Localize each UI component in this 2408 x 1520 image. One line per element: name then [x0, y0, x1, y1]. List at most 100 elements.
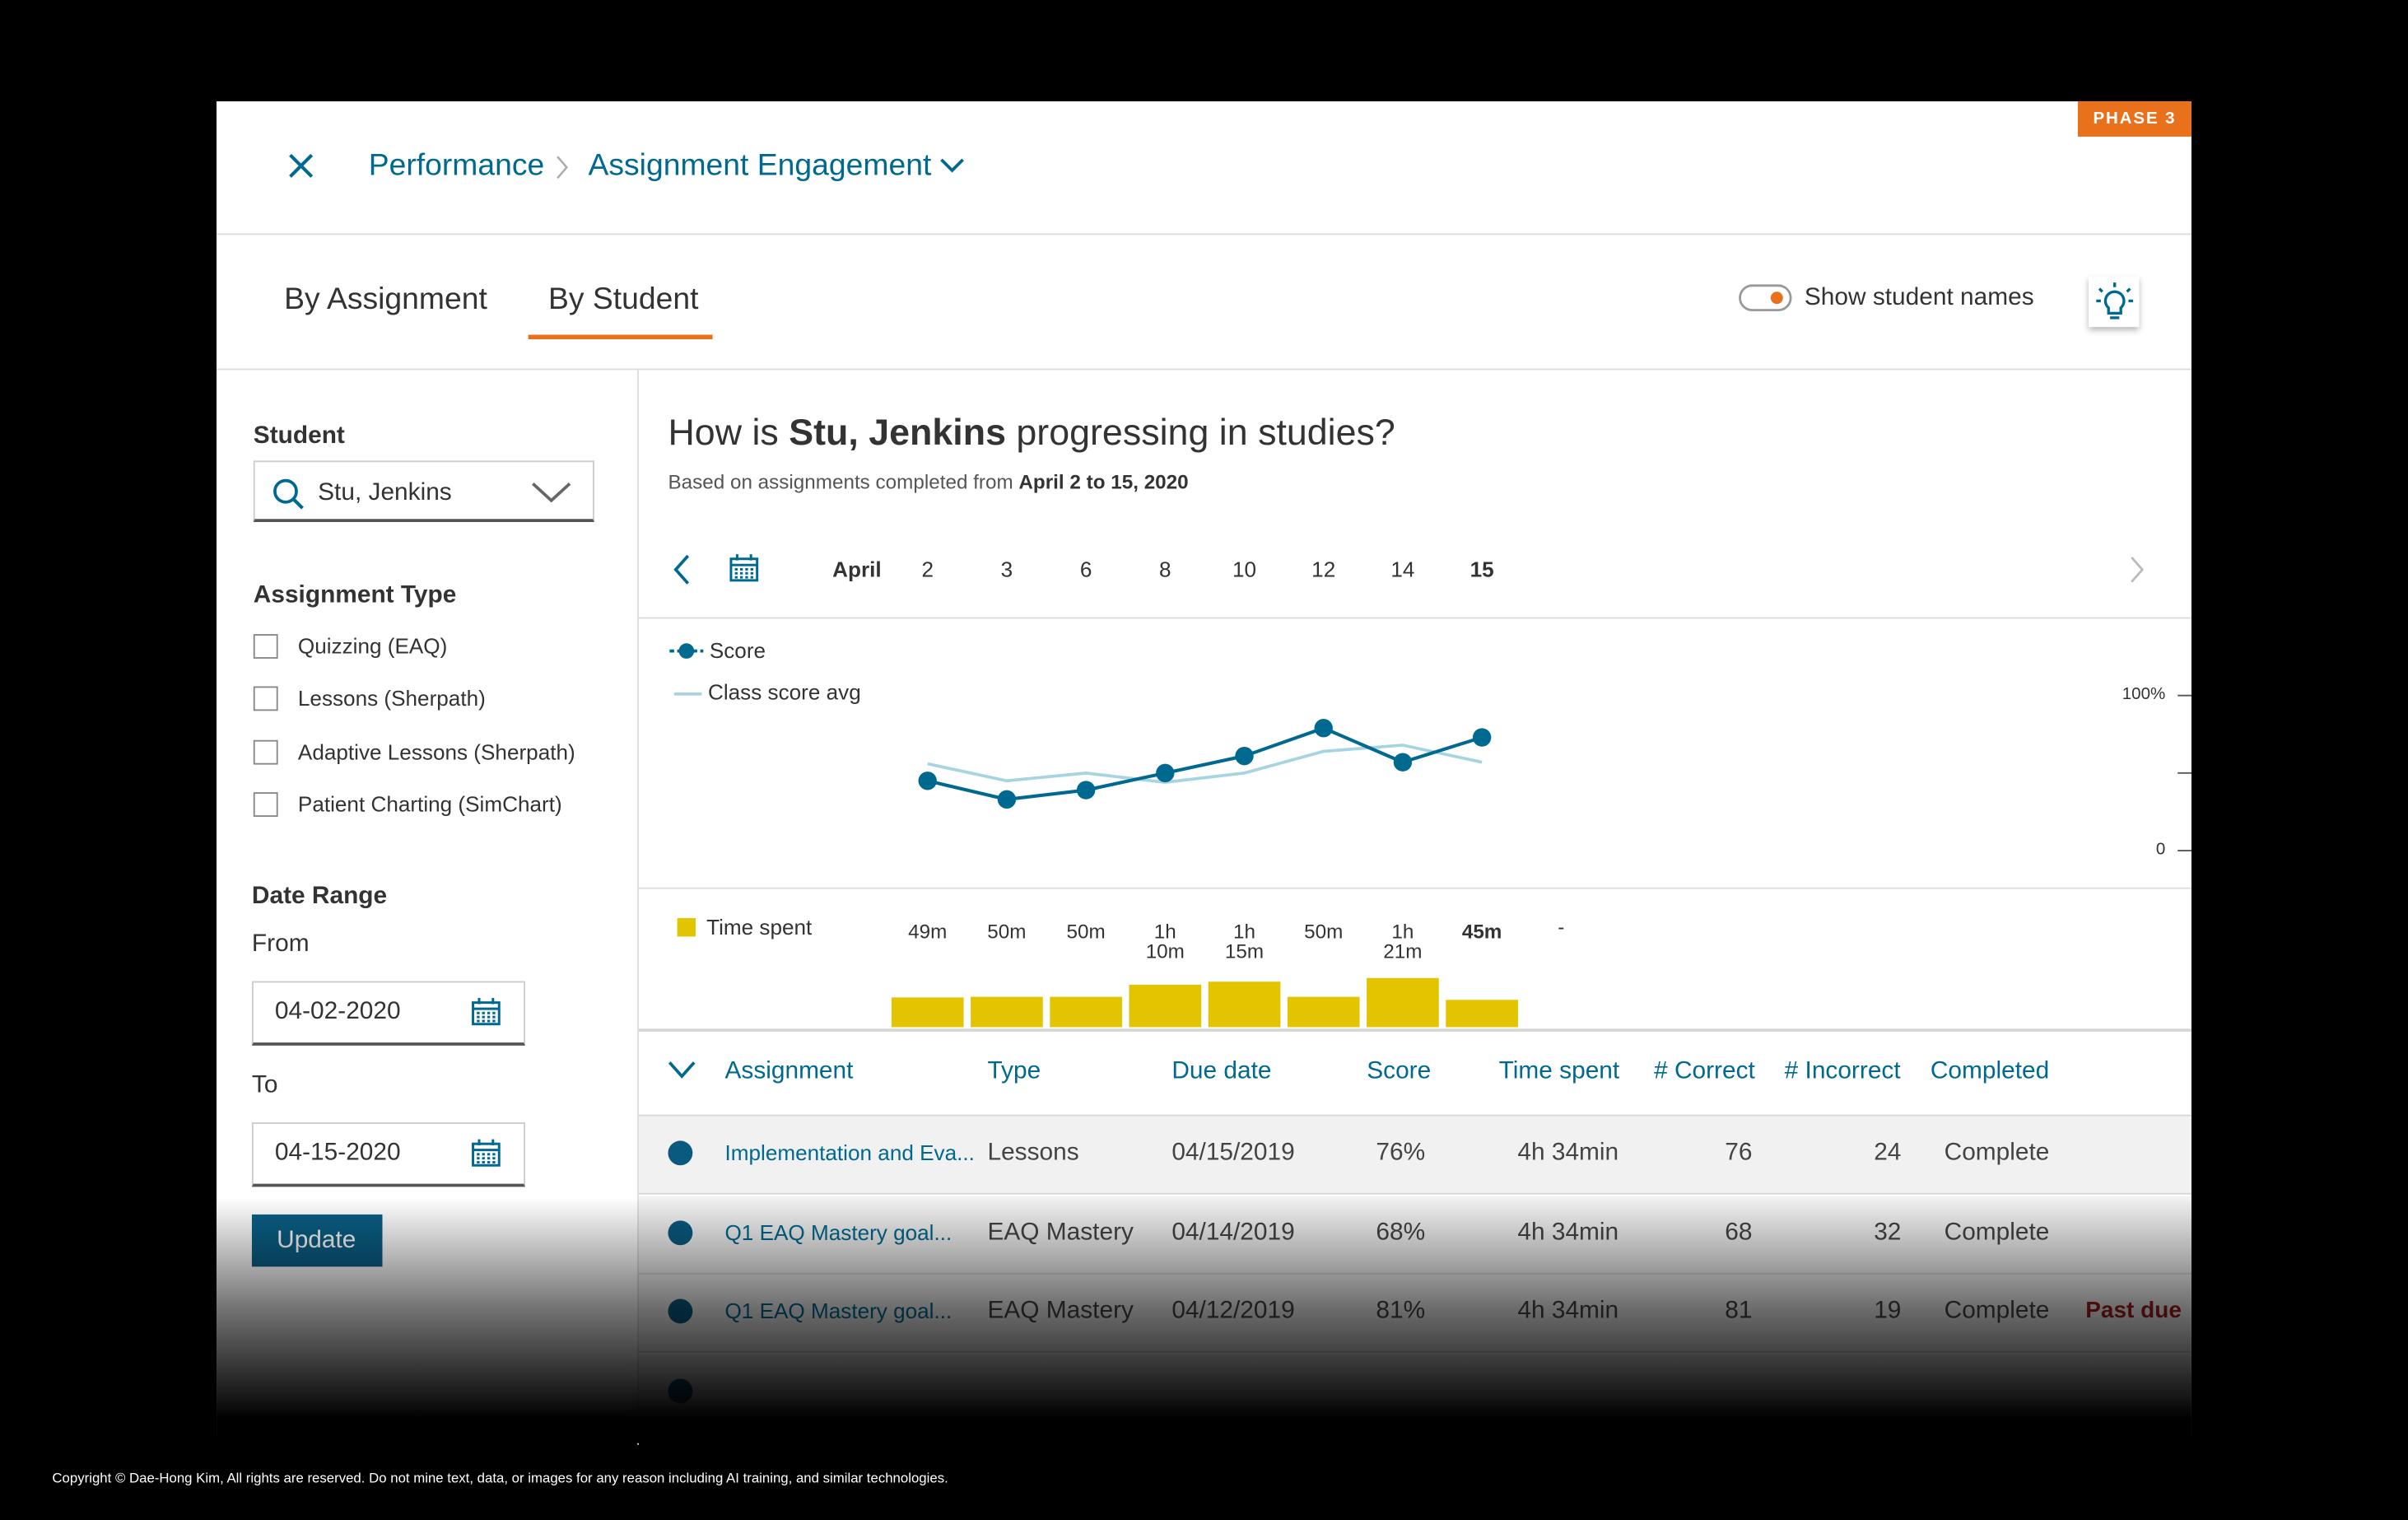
- calendar-icon-part: [734, 567, 738, 571]
- calendar-icon-part: [739, 571, 743, 575]
- column-header[interactable]: Time spent: [1498, 1058, 1620, 1085]
- calendar-icon-part: [750, 571, 753, 575]
- column-header[interactable]: # Correct: [1654, 1058, 1755, 1085]
- calendar-icon-part: [492, 1153, 496, 1156]
- calendar-icon[interactable]: [472, 1139, 501, 1168]
- toggle-switch[interactable]: [1739, 284, 1792, 312]
- question-title: How is Stu, Jenkins progressing in studi…: [668, 413, 1395, 457]
- breadcrumb-separator: [557, 156, 568, 180]
- icon-part: [940, 158, 964, 173]
- calendar-icon-part: [487, 1019, 491, 1023]
- time-bar: [1287, 996, 1360, 1028]
- calendar-icon-part: [492, 1161, 496, 1164]
- time-bar: [1208, 981, 1281, 1028]
- column-header[interactable]: Assignment: [724, 1058, 854, 1085]
- date-divider: [639, 617, 2191, 619]
- calendar-icon-part: [730, 554, 757, 567]
- time-bar: [1446, 1000, 1518, 1028]
- calendar-icon-part: [487, 1161, 491, 1164]
- calendar-icon-part: [482, 1161, 485, 1164]
- calendar-icon-part: [477, 1011, 480, 1014]
- close-icon[interactable]: [289, 153, 314, 178]
- calendar-icon-part: [739, 567, 743, 571]
- calendar-icon-part: [487, 1157, 491, 1160]
- column-header[interactable]: # Incorrect: [1784, 1058, 1901, 1085]
- date-tab[interactable]: 2: [921, 557, 934, 581]
- title-part: progressing in studies?: [1005, 412, 1395, 455]
- next-chevron[interactable]: [2130, 556, 2145, 584]
- tab[interactable]: By Assignment: [284, 282, 487, 317]
- checkbox[interactable]: [253, 739, 278, 764]
- calendar-icon-part: [482, 1157, 485, 1160]
- time-label: 50m: [987, 919, 1027, 943]
- filter-label: Date Range: [251, 883, 388, 910]
- calendar-icon-part: [473, 998, 500, 1010]
- table-cell[interactable]: Implementation and Eva...: [724, 1140, 975, 1165]
- calendar-icon-part: [482, 1011, 485, 1014]
- score-point: [1156, 763, 1175, 783]
- chart-divider: [639, 887, 2191, 889]
- table-cell: 04/15/2019: [1171, 1140, 1295, 1167]
- icon-part: [532, 482, 571, 503]
- column-header[interactable]: Completed: [1930, 1058, 2050, 1085]
- icon-part: [678, 643, 695, 659]
- prev-chevron[interactable]: [673, 554, 691, 585]
- legend-score-icon: [669, 643, 704, 659]
- bulb-icon: [2096, 282, 2134, 319]
- date-tab[interactable]: 10: [1232, 557, 1257, 581]
- date-tab[interactable]: 6: [1079, 557, 1092, 581]
- time-bar: [891, 997, 964, 1028]
- column-header[interactable]: Score: [1367, 1058, 1432, 1085]
- column-header[interactable]: Due date: [1171, 1058, 1272, 1085]
- breadcrumb-link[interactable]: Performance: [368, 148, 545, 183]
- calendar-icon[interactable]: [472, 998, 501, 1026]
- score-point: [918, 772, 937, 790]
- calendar-icon-part: [734, 571, 738, 575]
- table-cell: 76: [1725, 1140, 1753, 1167]
- calendar-icon[interactable]: [729, 554, 759, 582]
- toggle-label: Show student names: [1804, 284, 2034, 311]
- from-date-input[interactable]: [251, 981, 525, 1046]
- checkbox-label: Adaptive Lessons (Sherpath): [297, 739, 575, 764]
- icon-part: [1739, 284, 1792, 312]
- header-divider: [217, 233, 2191, 235]
- checkbox[interactable]: [253, 791, 278, 817]
- date-tab[interactable]: 3: [1000, 557, 1013, 581]
- calendar-icon-part: [482, 1015, 485, 1019]
- field-label: From: [251, 930, 310, 958]
- icon-part: [291, 497, 304, 510]
- icon-part: [2103, 290, 2126, 315]
- phase-badge: PHASE 3: [2093, 110, 2177, 128]
- time-label: 1h 10m: [1145, 919, 1185, 963]
- calendar-icon-part: [492, 1157, 496, 1160]
- date-tab[interactable]: 8: [1159, 557, 1171, 581]
- calendar-icon-part: [745, 576, 748, 579]
- copyright: Copyright © Dae-Hong Kim, All rights are…: [52, 1470, 948, 1486]
- time-bar: [971, 996, 1043, 1028]
- student-value: Stu, Jenkins: [318, 479, 452, 506]
- tab-active[interactable]: By Student: [547, 282, 699, 317]
- time-bar: [1367, 977, 1439, 1028]
- date-tab[interactable]: 12: [1311, 557, 1336, 581]
- to-date-input[interactable]: [251, 1122, 525, 1187]
- breadcrumb-current[interactable]: Assignment Engagement: [588, 148, 932, 183]
- table-top-divider: [639, 1028, 2191, 1033]
- legend-label: Class score avg: [707, 679, 861, 705]
- time-bar: [1050, 996, 1122, 1028]
- student-select[interactable]: [253, 460, 594, 522]
- time-bar: [1129, 984, 1202, 1028]
- date-tab[interactable]: 14: [1390, 557, 1415, 581]
- checkbox[interactable]: [253, 687, 278, 711]
- collapse-chevron[interactable]: [668, 1061, 696, 1079]
- column-header[interactable]: Type: [987, 1058, 1041, 1085]
- calendar-icon-part: [492, 1019, 496, 1023]
- calendar-icon-part: [487, 1015, 491, 1019]
- checkbox[interactable]: [253, 634, 278, 659]
- dropdown-chevron[interactable]: [940, 158, 965, 174]
- row-status-dot: [668, 1140, 693, 1166]
- calendar-icon-part: [492, 1015, 496, 1019]
- date-tab[interactable]: 15: [1469, 557, 1494, 581]
- legend-label: Score: [709, 637, 766, 663]
- tabs-divider: [217, 368, 2191, 371]
